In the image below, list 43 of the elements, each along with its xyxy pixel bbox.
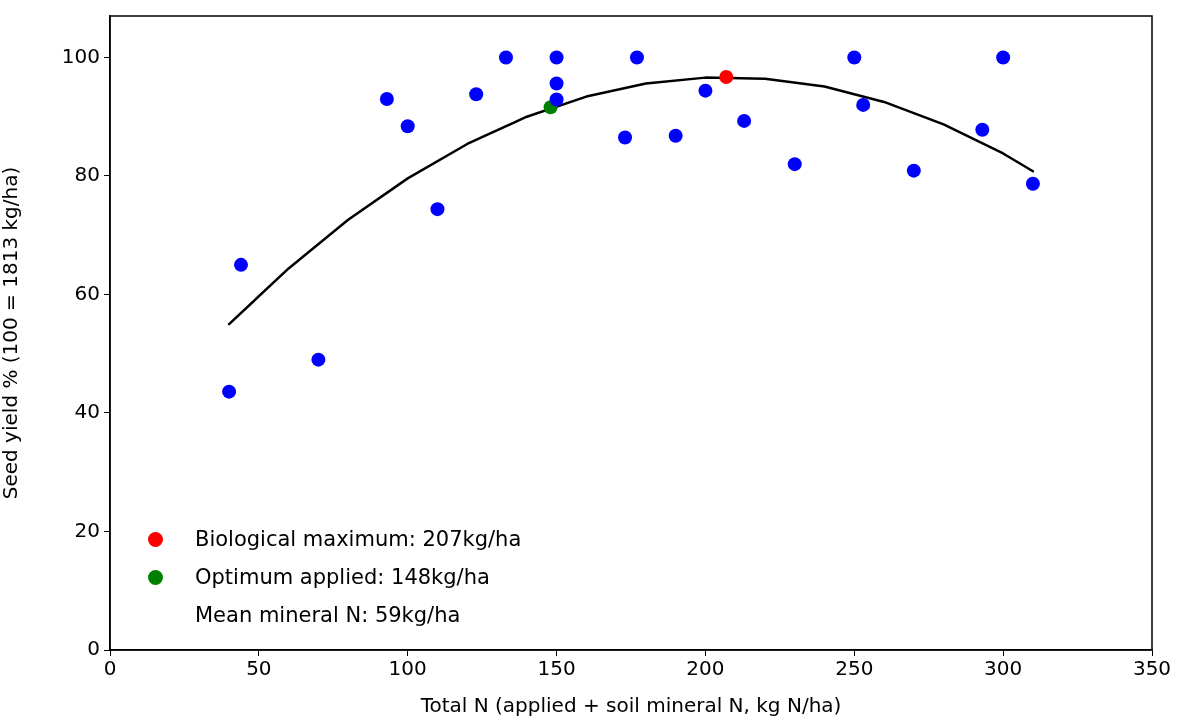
point — [1025, 176, 1040, 191]
y-axis-title: Seed yield % (100 = 1813 kg/ha) — [0, 166, 23, 500]
point — [856, 97, 871, 112]
point — [847, 50, 862, 65]
point — [549, 50, 564, 65]
legend-label: Biological maximum: 207kg/ha — [195, 526, 522, 553]
x-axis-title: Total N (applied + soil mineral N, kg N/ha) — [419, 693, 842, 718]
point — [469, 87, 484, 102]
point — [698, 83, 713, 98]
point — [906, 163, 921, 178]
point — [668, 128, 683, 143]
y-tick-label: 100 — [61, 43, 100, 68]
x-tick-label: 100 — [388, 656, 427, 681]
point — [629, 50, 644, 65]
point — [787, 157, 802, 172]
x-tick-label: 0 — [103, 656, 117, 681]
y-tick-label: 0 — [87, 636, 100, 661]
x-tick-label: 300 — [984, 656, 1023, 681]
y-tick-label: 60 — [74, 280, 100, 305]
point — [549, 92, 564, 107]
point — [737, 113, 752, 128]
y-tick-label: 80 — [74, 162, 100, 187]
y-tick-label: 20 — [74, 517, 100, 542]
point — [430, 202, 445, 217]
y-tick-label: 40 — [74, 399, 100, 424]
point — [549, 76, 564, 91]
x-tick-label: 350 — [1132, 656, 1172, 681]
x-tick-label: 50 — [246, 656, 272, 681]
x-tick-label: 200 — [686, 656, 725, 681]
point — [498, 50, 513, 65]
point — [379, 91, 394, 106]
point — [996, 50, 1011, 65]
point — [222, 384, 237, 399]
point — [311, 352, 326, 367]
point — [719, 70, 734, 85]
annotation: Mean mineral N: 59kg/ha — [195, 602, 461, 629]
point — [975, 122, 990, 137]
point — [618, 130, 633, 145]
legend-label: Optimum applied: 148kg/ha — [195, 564, 490, 591]
x-tick-label: 250 — [835, 656, 874, 681]
point — [233, 257, 248, 272]
x-tick-label: 150 — [537, 656, 576, 681]
point — [400, 119, 415, 134]
